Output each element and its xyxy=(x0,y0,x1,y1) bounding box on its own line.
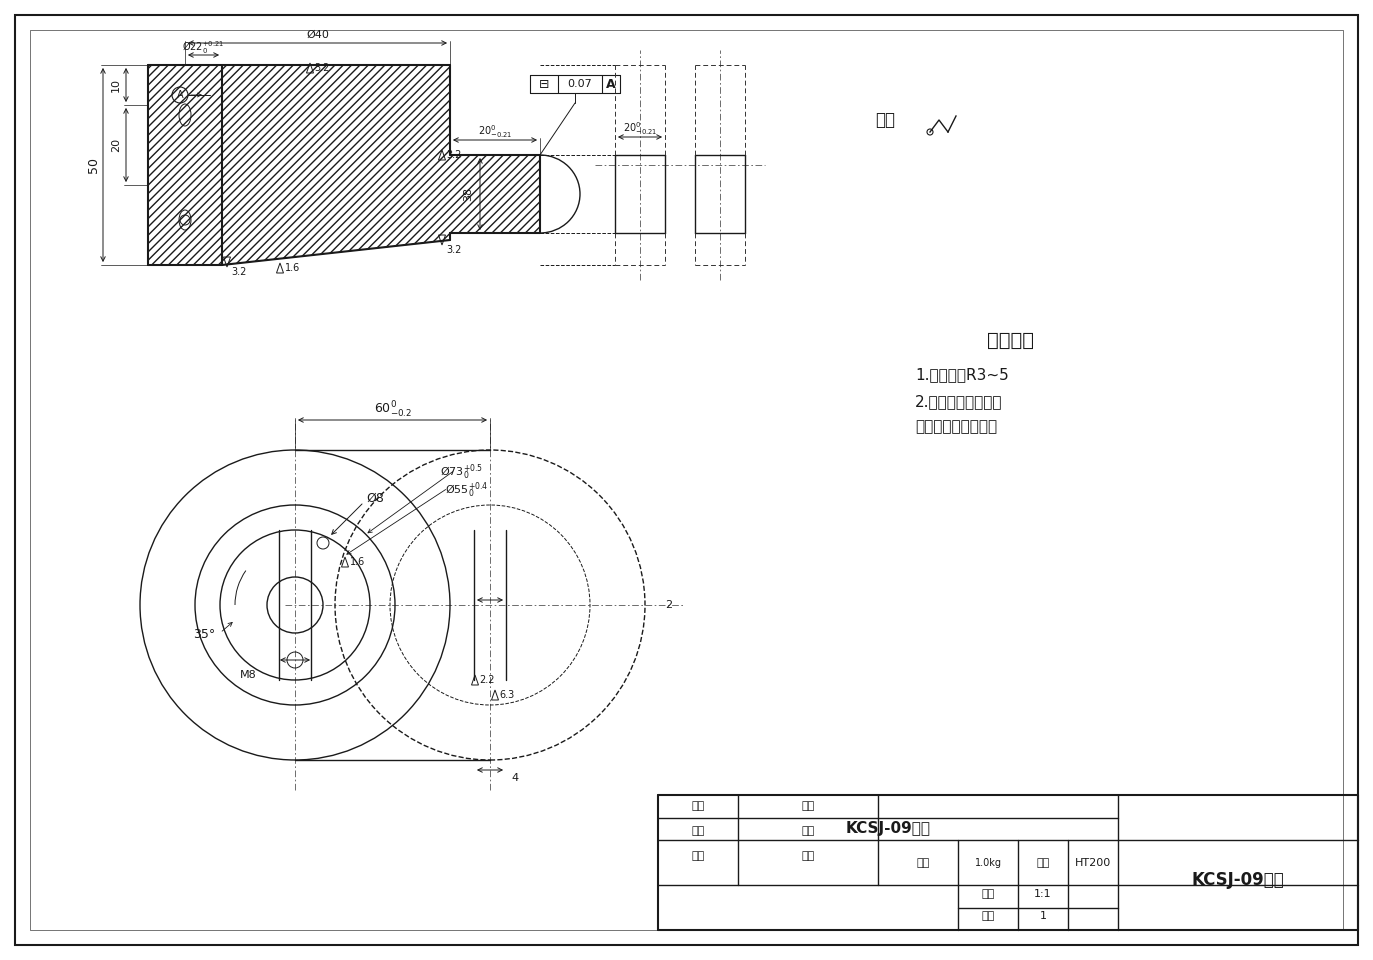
Text: 3.2: 3.2 xyxy=(232,267,247,277)
Text: 表面应无夹渣，气孔: 表面应无夹渣，气孔 xyxy=(914,420,997,435)
Text: 3.2: 3.2 xyxy=(446,245,461,255)
Text: 1:1: 1:1 xyxy=(1034,889,1052,899)
Text: $60^{0}_{-0.2}$: $60^{0}_{-0.2}$ xyxy=(373,400,412,420)
Text: 材料: 材料 xyxy=(1037,858,1049,868)
Text: Ø40: Ø40 xyxy=(306,30,330,40)
Text: 10: 10 xyxy=(111,78,121,92)
Text: 职称: 职称 xyxy=(802,826,814,836)
Text: 1.铸造圆角R3~5: 1.铸造圆角R3~5 xyxy=(914,368,1009,382)
Text: $20^{0}_{-0.21}$: $20^{0}_{-0.21}$ xyxy=(478,124,512,140)
Text: KCSJ-09拨叉: KCSJ-09拨叉 xyxy=(1192,871,1284,889)
Text: 1.6: 1.6 xyxy=(350,557,365,567)
Text: 技术要求: 技术要求 xyxy=(986,330,1034,349)
Text: 3.2: 3.2 xyxy=(446,150,461,160)
Text: 35°: 35° xyxy=(192,629,216,641)
Text: Ø22$^{+0.21}_{0}$: Ø22$^{+0.21}_{0}$ xyxy=(183,39,225,57)
Text: A: A xyxy=(177,90,184,100)
Text: 职称: 职称 xyxy=(802,851,814,861)
Text: 50: 50 xyxy=(86,157,99,173)
Text: KCSJ-09拨叉: KCSJ-09拨叉 xyxy=(846,821,931,835)
Text: 班级: 班级 xyxy=(802,801,814,811)
Text: A: A xyxy=(607,78,616,90)
Text: 指导: 指导 xyxy=(692,826,704,836)
Text: 重量: 重量 xyxy=(916,858,930,868)
Text: 20: 20 xyxy=(111,138,121,152)
Text: $20^{0}_{-0.21}$: $20^{0}_{-0.21}$ xyxy=(623,121,658,137)
Text: 制图: 制图 xyxy=(692,801,704,811)
Text: 3.2: 3.2 xyxy=(314,63,330,73)
Text: 38: 38 xyxy=(463,187,474,201)
Text: 0.07: 0.07 xyxy=(567,79,592,89)
Text: 其余: 其余 xyxy=(875,111,895,129)
Text: 比例: 比例 xyxy=(982,889,994,899)
Text: 2: 2 xyxy=(665,600,673,610)
Text: 2.2: 2.2 xyxy=(479,675,496,685)
Text: 6.3: 6.3 xyxy=(500,690,515,700)
Text: Ø55$^{+0.4}_{0}$: Ø55$^{+0.4}_{0}$ xyxy=(445,480,489,500)
Text: 1: 1 xyxy=(1039,911,1046,921)
Text: 1.0kg: 1.0kg xyxy=(975,858,1001,868)
Text: Ø8: Ø8 xyxy=(367,492,384,505)
Text: HT200: HT200 xyxy=(1075,858,1111,868)
Text: 2.两件铸造在一起，: 2.两件铸造在一起， xyxy=(914,395,1002,410)
Text: ⊟: ⊟ xyxy=(538,78,549,90)
Text: Ø73$^{+0.5}_{0}$: Ø73$^{+0.5}_{0}$ xyxy=(439,462,483,482)
Text: 1.6: 1.6 xyxy=(284,263,299,273)
Text: 4: 4 xyxy=(511,773,519,783)
Text: M8: M8 xyxy=(240,670,257,680)
Text: 件数: 件数 xyxy=(982,911,994,921)
Text: 审核: 审核 xyxy=(692,851,704,861)
